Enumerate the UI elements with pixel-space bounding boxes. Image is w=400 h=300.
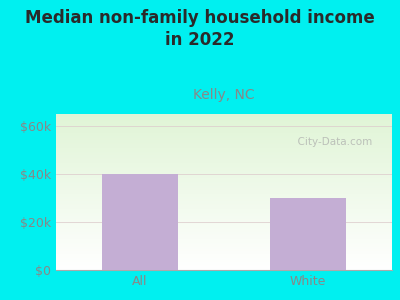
- Bar: [102, 174, 178, 270]
- Text: City-Data.com: City-Data.com: [291, 137, 372, 147]
- Bar: [270, 198, 346, 270]
- Text: Median non-family household income
in 2022: Median non-family household income in 20…: [25, 9, 375, 49]
- Text: Kelly, NC: Kelly, NC: [193, 88, 255, 101]
